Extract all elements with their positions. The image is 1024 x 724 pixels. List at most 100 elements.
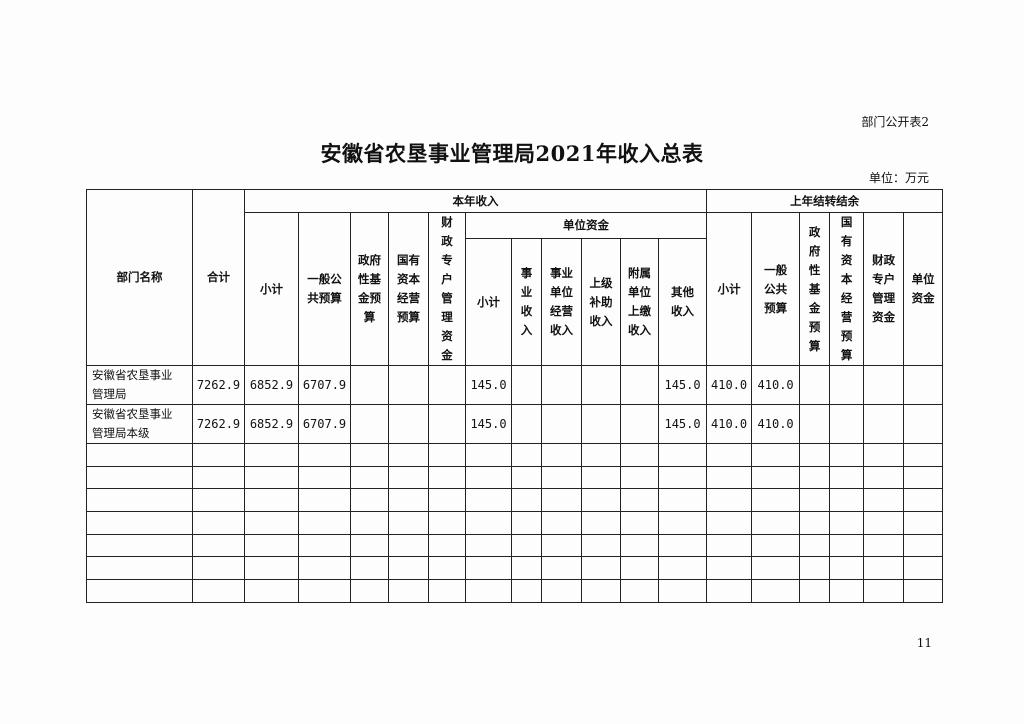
empty-cell [192, 488, 245, 513]
header-uf-business: 事 业 收 入 [511, 238, 542, 366]
empty-cell [863, 556, 905, 581]
empty-cell [657, 556, 708, 581]
empty-cell [751, 465, 801, 490]
empty-cell [511, 533, 542, 558]
empty-cell [465, 488, 512, 513]
empty-cell [799, 443, 831, 467]
empty-cell [620, 465, 659, 490]
empty-cell [799, 488, 831, 513]
value-cell [350, 404, 389, 444]
empty-cell [620, 556, 659, 581]
empty-cell [511, 488, 542, 513]
empty-cell [298, 443, 351, 467]
value-cell: 145.0 [657, 365, 708, 405]
empty-row [86, 488, 944, 513]
empty-cell [388, 579, 429, 603]
header-uf-subsidy: 上级 补助 收入 [581, 238, 621, 366]
header-co-fiscal-special: 财政 专户 管理 资金 [863, 212, 905, 366]
empty-cell [192, 511, 245, 535]
empty-row [86, 443, 944, 467]
empty-cell [465, 579, 512, 603]
empty-cell [581, 511, 621, 535]
empty-cell [581, 579, 621, 603]
empty-cell [541, 556, 582, 581]
empty-cell [244, 556, 299, 581]
empty-cell [350, 511, 389, 535]
empty-cell [657, 579, 708, 603]
empty-cell [192, 579, 245, 603]
empty-cell [751, 579, 801, 603]
empty-cell [903, 579, 944, 603]
header-unit-funds: 单位资金 [464, 211, 708, 240]
empty-cell [86, 556, 193, 581]
empty-row [86, 533, 944, 558]
value-cell: 6852.9 [244, 404, 299, 444]
empty-cell [298, 556, 351, 581]
empty-cell [428, 556, 466, 581]
value-cell [428, 365, 466, 405]
value-cell [388, 365, 429, 405]
empty-cell [620, 488, 659, 513]
empty-cell [706, 465, 753, 490]
value-cell [829, 365, 865, 405]
header-uf-subtotal: 小计 [465, 238, 512, 366]
value-cell [903, 365, 944, 405]
empty-cell [192, 533, 245, 558]
table-row: 安徽省农垦事业 管理局本级 7262.9 6852.9 6707.9 145.0 145.… [86, 404, 944, 444]
empty-cell [388, 488, 429, 513]
empty-cell [751, 533, 801, 558]
header-cy-subtotal: 小计 [244, 212, 299, 366]
empty-cell [829, 443, 865, 467]
empty-cell [428, 511, 466, 535]
empty-cell [799, 465, 831, 490]
page-title: 安徽省农垦事业管理局2021年收入总表 [320, 141, 704, 166]
empty-cell [541, 488, 582, 513]
header-co-state-capital: 国 有 资 本 经 营 预 算 [829, 212, 865, 366]
empty-row [86, 579, 944, 603]
empty-cell [388, 556, 429, 581]
empty-cell [192, 556, 245, 581]
empty-cell [829, 556, 865, 581]
empty-cell [657, 488, 708, 513]
value-cell: 7262.9 [192, 404, 245, 444]
empty-cell [298, 488, 351, 513]
empty-cell [799, 511, 831, 535]
value-cell [620, 365, 659, 405]
empty-cell [350, 533, 389, 558]
empty-cell [465, 443, 512, 467]
empty-cell [581, 465, 621, 490]
value-cell [620, 404, 659, 444]
empty-cell [298, 533, 351, 558]
value-cell [799, 404, 831, 444]
empty-cell [465, 465, 512, 490]
empty-cell [428, 579, 466, 603]
empty-cell [799, 533, 831, 558]
empty-cell [350, 579, 389, 603]
empty-cell [581, 556, 621, 581]
empty-cell [428, 465, 466, 490]
value-cell [428, 404, 466, 444]
empty-cell [86, 533, 193, 558]
empty-cell [541, 533, 582, 558]
table-row: 安徽省农垦事业 管理局 7262.9 6852.9 6707.9 145.0 145.0 4… [86, 365, 944, 405]
empty-cell [751, 511, 801, 535]
header-dept: 部门名称 [86, 189, 193, 366]
empty-cell [751, 488, 801, 513]
empty-cell [903, 443, 944, 467]
value-cell: 145.0 [465, 365, 512, 405]
header-current-year: 本年收入 [243, 189, 708, 213]
page-number: 11 [916, 636, 932, 650]
value-cell [799, 365, 831, 405]
empty-cell [829, 533, 865, 558]
form-number: 部门公开表2 [861, 115, 929, 129]
header-cy-fiscal-special: 财 政 专 户 管 理 资 金 [428, 212, 466, 366]
empty-cell [350, 465, 389, 490]
value-cell [903, 404, 944, 444]
empty-cell [86, 579, 193, 603]
empty-cell [388, 511, 429, 535]
value-cell [863, 404, 905, 444]
empty-cell [298, 511, 351, 535]
empty-cell [86, 465, 193, 490]
empty-cell [86, 443, 193, 467]
empty-cell [511, 465, 542, 490]
